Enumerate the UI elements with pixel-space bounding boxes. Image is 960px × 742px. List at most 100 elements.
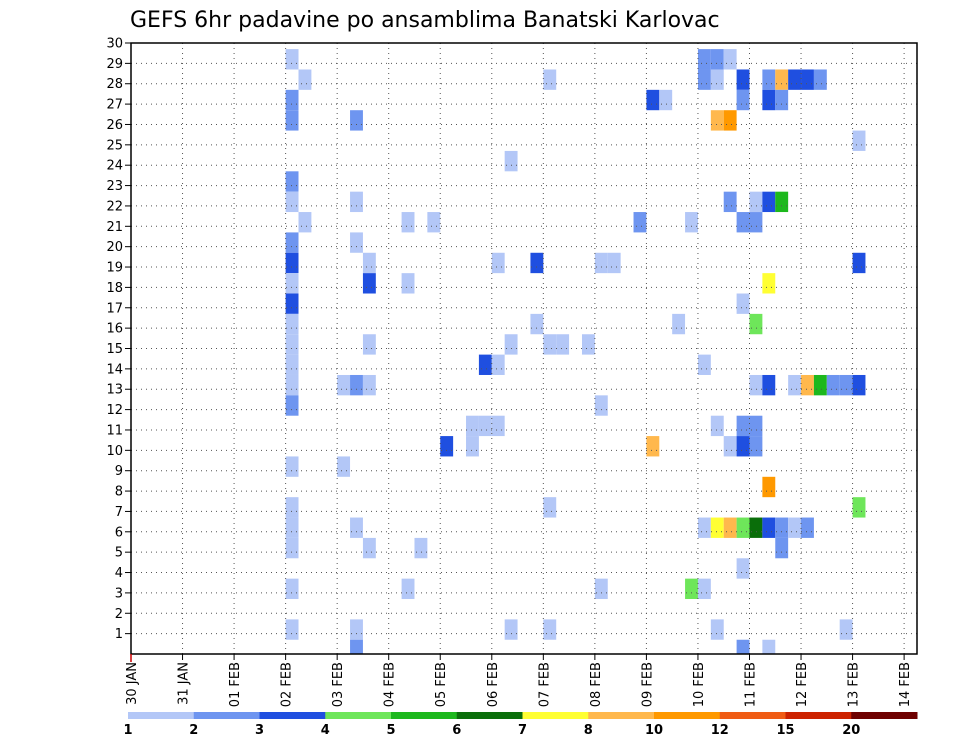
data-cell: [285, 497, 299, 518]
y-axis: 1234567891011121314151617181920212223242…: [106, 37, 131, 642]
data-cell: [749, 415, 763, 437]
data-cell: [285, 293, 299, 314]
data-cell: [285, 517, 299, 538]
data-cell: [762, 517, 776, 538]
data-cell: [337, 456, 351, 477]
data-cell: [736, 639, 750, 654]
data-cell: [697, 49, 711, 70]
x-tick-label: 10 FEB: [692, 662, 707, 707]
data-cell: [401, 578, 415, 600]
colorbar-swatch: [588, 712, 655, 719]
data-cell: [427, 212, 441, 233]
data-cell: [285, 89, 299, 111]
y-tick-label: 22: [106, 199, 123, 214]
data-cell: [362, 374, 376, 396]
data-cell: [801, 517, 814, 538]
data-cell: [362, 252, 376, 274]
colorbar-swatch: [325, 712, 392, 719]
colorbar: 1 2 3 4 5 6 7 8 10 12 15 20: [123, 712, 918, 738]
y-tick-label: 7: [115, 505, 123, 520]
data-cell: [762, 69, 776, 90]
data-cell: [736, 558, 750, 579]
data-cell: [852, 497, 866, 518]
data-cell: [749, 191, 763, 213]
data-cell: [801, 69, 814, 90]
data-cell: [775, 89, 789, 111]
data-cell: [285, 537, 299, 559]
colorbar-swatch: [522, 712, 589, 719]
data-cell: [285, 374, 299, 396]
data-cell: [362, 537, 376, 559]
y-tick-label: 28: [106, 77, 123, 92]
data-cell: [556, 334, 570, 355]
data-cell: [350, 191, 363, 213]
x-tick-label: 07 FEB: [537, 662, 552, 707]
y-tick-label: 16: [106, 322, 123, 337]
data-cell: [362, 273, 376, 294]
data-cell: [710, 619, 724, 640]
y-tick-label: 29: [106, 57, 123, 72]
x-tick-label: 06 FEB: [486, 662, 501, 707]
colorbar-swatch: [851, 712, 918, 719]
x-tick-label: 04 FEB: [383, 662, 398, 707]
data-cell: [285, 191, 299, 213]
y-tick-label: 8: [115, 485, 123, 500]
y-tick-label: 27: [106, 98, 123, 113]
colorbar-swatch: [654, 712, 721, 719]
data-cell: [749, 212, 763, 233]
data-cell: [478, 415, 492, 437]
data-cell: [826, 374, 840, 396]
data-cell: [775, 69, 789, 90]
y-tick-label: 14: [106, 362, 123, 377]
data-cell: [749, 374, 763, 396]
data-cell: [762, 639, 776, 654]
gridlines: [131, 43, 917, 654]
data-cell: [285, 354, 299, 375]
colorbar-swatch: [259, 712, 326, 719]
data-cell: [852, 252, 866, 274]
data-cell: [285, 171, 299, 192]
data-cell: [801, 374, 814, 396]
y-tick-label: 15: [106, 342, 123, 357]
data-cell: [543, 619, 557, 640]
y-tick-label: 2: [115, 607, 123, 622]
x-tick-label: 01 FEB: [228, 662, 243, 707]
x-tick-label: 13 FEB: [847, 662, 862, 707]
data-cell: [337, 374, 351, 396]
data-cell: [749, 436, 763, 457]
x-axis: 30 JAN 31 JAN 01 FEB 02 FEB 03 FEB 04 FEB 05 F…: [125, 654, 913, 707]
data-cell: [762, 273, 776, 294]
colorbar-label: 4: [321, 723, 330, 738]
data-cell: [285, 456, 299, 477]
data-cell: [749, 313, 763, 335]
data-cell: [839, 374, 853, 396]
x-tick-label: 08 FEB: [589, 662, 604, 707]
data-cell: [723, 49, 737, 70]
data-cell: [594, 395, 608, 416]
colorbar-swatch: [391, 712, 458, 719]
data-cell: [697, 517, 711, 538]
data-cell: [491, 354, 505, 375]
y-tick-label: 30: [106, 37, 123, 52]
data-cell: [762, 374, 776, 396]
data-cell: [285, 395, 299, 416]
data-cell: [852, 130, 866, 151]
data-cell: [350, 619, 363, 640]
x-tick-label: 30 JAN: [125, 662, 140, 705]
x-tick-label: 12 FEB: [795, 662, 810, 707]
data-cell: [285, 334, 299, 355]
data-cell: [504, 150, 518, 172]
data-cell: [440, 436, 454, 457]
data-cell: [659, 89, 673, 111]
colorbar-label: 5: [386, 723, 395, 738]
data-cell: [813, 69, 827, 90]
data-cell: [788, 374, 802, 396]
data-cell: [775, 537, 789, 559]
y-tick-label: 26: [106, 118, 123, 133]
data-cell: [401, 212, 415, 233]
data-cell: [710, 110, 724, 131]
data-cell: [710, 415, 724, 437]
data-cell: [646, 436, 660, 457]
data-cell: [350, 639, 363, 654]
x-tick-label: 02 FEB: [280, 662, 295, 707]
